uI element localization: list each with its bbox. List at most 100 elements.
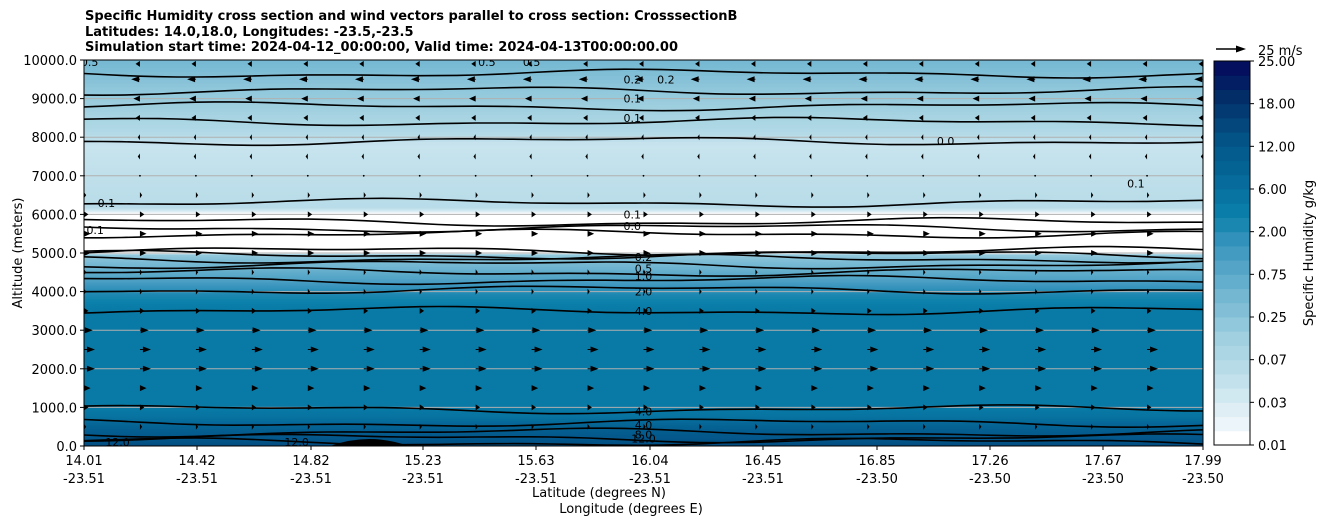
- humidity-band: [84, 218, 1203, 225]
- colorbar-band: [1214, 331, 1250, 346]
- wind-vector: [534, 346, 543, 353]
- wind-vector: [531, 192, 534, 199]
- wind-vector: [525, 95, 532, 102]
- wind-vector: [811, 192, 814, 199]
- contour-label: 0.0: [937, 135, 955, 148]
- wind-vector: [977, 153, 980, 160]
- wind-vector: [1142, 114, 1148, 121]
- wind-vector: [475, 385, 483, 392]
- humidity-band: [84, 82, 1203, 88]
- wind-vector: [363, 250, 371, 256]
- humidity-band: [84, 275, 1203, 278]
- humidity-band: [84, 435, 1203, 439]
- wind-vector: [583, 60, 588, 67]
- wind-vector: [522, 76, 531, 83]
- colorbar-band: [1214, 174, 1250, 190]
- wind-vector: [587, 288, 590, 295]
- wind-vector: [419, 250, 427, 256]
- humidity-band: [84, 298, 1203, 302]
- wind-vector: [921, 134, 924, 141]
- wind-vector: [1140, 95, 1148, 102]
- wind-vector: [1147, 269, 1150, 276]
- wind-vector: [1146, 174, 1148, 177]
- humidity-band: [84, 305, 1203, 309]
- wind-vector: [417, 134, 420, 141]
- wind-vector: [1088, 134, 1092, 141]
- wind-vector: [753, 134, 756, 141]
- humidity-band: [84, 183, 1203, 188]
- wind-vector: [914, 76, 923, 83]
- colorbar-band: [1214, 189, 1250, 204]
- wind-vector: [531, 307, 536, 314]
- wind-vector: [534, 365, 543, 372]
- humidity-band: [84, 107, 1203, 112]
- wind-vector: [587, 404, 592, 411]
- wind-vector: [196, 327, 205, 334]
- humidity-band: [84, 433, 1203, 437]
- colorbar-tick-label: 18.00: [1258, 98, 1295, 113]
- wind-vector: [475, 423, 478, 430]
- wind-vector: [692, 95, 700, 102]
- contour-line: [84, 274, 1203, 286]
- wind-vector: [979, 269, 982, 276]
- wind-vector: [590, 365, 599, 372]
- wind-vector: [699, 307, 704, 314]
- wind-vector: [135, 114, 140, 121]
- wind-vector: [75, 76, 83, 82]
- wind-vector: [867, 423, 870, 430]
- wind-vector: [84, 423, 87, 430]
- wind-vector: [306, 174, 309, 177]
- wind-vector: [80, 115, 84, 121]
- wind-vector: [699, 211, 704, 218]
- wind-vector: [531, 211, 536, 218]
- wind-vector: [811, 250, 818, 256]
- wind-vector: [252, 327, 261, 334]
- contour-line: [84, 101, 1203, 112]
- colorbar-band: [1214, 203, 1250, 218]
- wind-vector: [868, 327, 877, 334]
- wind-vector: [245, 95, 252, 102]
- wind-vector: [1150, 365, 1159, 372]
- wind-vector: [1035, 211, 1040, 218]
- contour-label: 12.0: [105, 436, 130, 449]
- humidity-band: [84, 171, 1203, 177]
- contour-label: 0.1: [624, 208, 642, 221]
- colorbar-band: [1214, 103, 1250, 119]
- humidity-band: [84, 282, 1203, 285]
- wind-vector: [84, 211, 89, 218]
- wind-vector: [1147, 327, 1156, 334]
- wind-vector: [1038, 346, 1047, 353]
- wind-vector: [1082, 76, 1091, 83]
- humidity-band: [84, 78, 1203, 84]
- wind-vector: [307, 288, 310, 295]
- wind-vector: [139, 404, 145, 411]
- wind-vector: [809, 134, 812, 141]
- wind-vector: [139, 192, 143, 199]
- wind-vector: [247, 60, 252, 67]
- colorbar-tick-label: 6.00: [1258, 183, 1287, 198]
- wind-vector: [195, 174, 197, 177]
- wind-vector: [585, 134, 588, 141]
- wind-vectors: [75, 60, 1203, 430]
- wind-vector: [756, 327, 765, 334]
- wind-vector: [139, 385, 147, 392]
- y-tick-label: 3000.0: [32, 324, 78, 339]
- humidity-band: [84, 441, 1203, 445]
- colorbar-band: [1214, 245, 1250, 261]
- wind-vector: [811, 230, 818, 237]
- colorbar-band: [1214, 373, 1250, 389]
- wind-vector: [131, 76, 140, 83]
- x-tick-label-lat: 16.85: [858, 454, 895, 469]
- wind-vector: [1091, 385, 1098, 392]
- wind-vector: [87, 365, 95, 372]
- wind-vector: [193, 153, 196, 160]
- wind-vector: [858, 76, 867, 83]
- humidity-band: [84, 266, 1203, 269]
- contour-label: 4.0: [635, 305, 653, 318]
- colorbar-tick-label: 0.75: [1258, 268, 1287, 283]
- wind-vector: [1035, 250, 1042, 256]
- wind-vector: [251, 288, 255, 295]
- humidity-band: [84, 259, 1203, 263]
- wind-vector: [1091, 327, 1100, 334]
- wind-vector: [974, 60, 980, 67]
